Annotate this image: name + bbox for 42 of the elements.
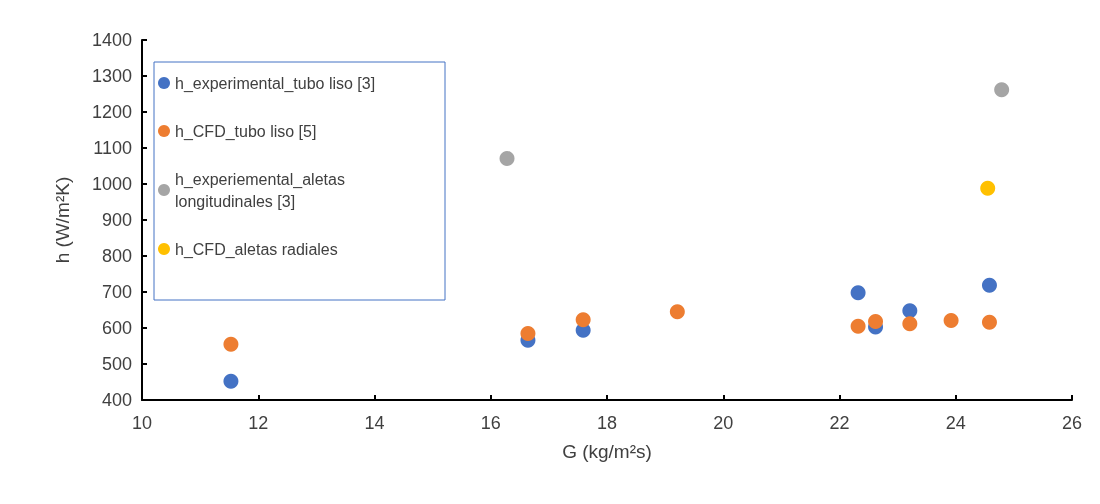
y-tick-label: 1300: [91, 66, 132, 86]
point: [223, 373, 239, 389]
point: [223, 336, 239, 352]
y-axis-title: h (W/m²K): [52, 176, 73, 264]
point: [868, 314, 884, 330]
y-tick-label: 600: [101, 318, 132, 338]
legend-label: h_CFD_aletas radiales: [175, 240, 338, 259]
point: [943, 312, 959, 328]
x-tick-label: 26: [1061, 413, 1083, 433]
point: [850, 318, 866, 334]
point: [520, 325, 536, 341]
x-tick-label: 18: [596, 413, 618, 433]
legend-label: h_experimental_tubo liso [3]: [175, 74, 376, 93]
y-tick-label: 500: [101, 354, 132, 374]
x-tick-label: 24: [945, 413, 966, 433]
y-tick-label: 700: [101, 282, 132, 302]
x-tick-label: 22: [829, 413, 850, 433]
legend-label: h_CFD_tubo liso [5]: [175, 122, 317, 141]
y-tick-label: 1400: [91, 30, 132, 50]
point: [499, 150, 515, 166]
point: [575, 312, 591, 328]
y-tick-label: 400: [101, 390, 132, 410]
y-tick-label: 1100: [93, 138, 132, 158]
y-tick-label: 800: [101, 246, 132, 266]
x-tick-label: 20: [713, 413, 734, 433]
point: [850, 285, 866, 301]
point: [981, 277, 997, 293]
legend-label: h_experiemental_aletas longitudinales [3]: [175, 170, 350, 210]
point: [981, 314, 997, 330]
point: [980, 180, 996, 196]
y-tick-label: 900: [101, 210, 132, 230]
point: [669, 304, 685, 320]
point: [902, 303, 918, 319]
point: [902, 316, 918, 332]
point: [994, 82, 1010, 98]
y-tick-label: 1000: [91, 174, 132, 194]
x-tick-label: 16: [480, 413, 501, 433]
x-tick-label: 10: [131, 413, 153, 433]
y-tick-label: 1200: [91, 102, 132, 122]
x-tick-label: 12: [248, 413, 269, 433]
x-tick-label: 14: [364, 413, 385, 433]
x-axis-title: G (kg/m²s): [562, 441, 652, 462]
